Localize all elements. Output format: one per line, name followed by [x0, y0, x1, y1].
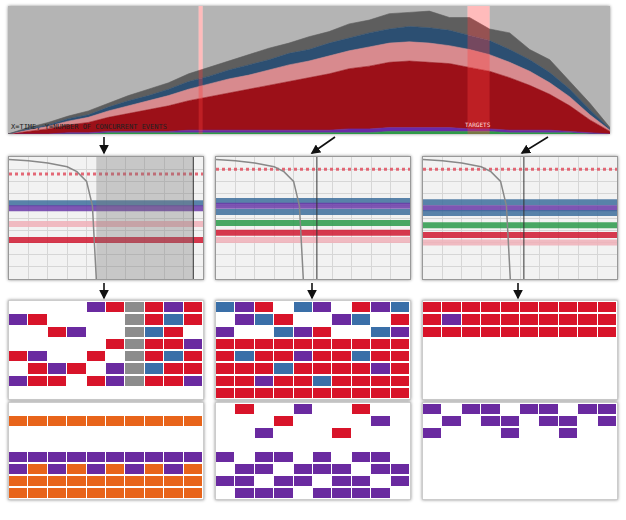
svg-text:TARGETS: TARGETS [465, 121, 491, 128]
svg-text:X=TIME, Y=NUMBER OF CONCURRENT: X=TIME, Y=NUMBER OF CONCURRENT EVENTS [11, 123, 167, 131]
